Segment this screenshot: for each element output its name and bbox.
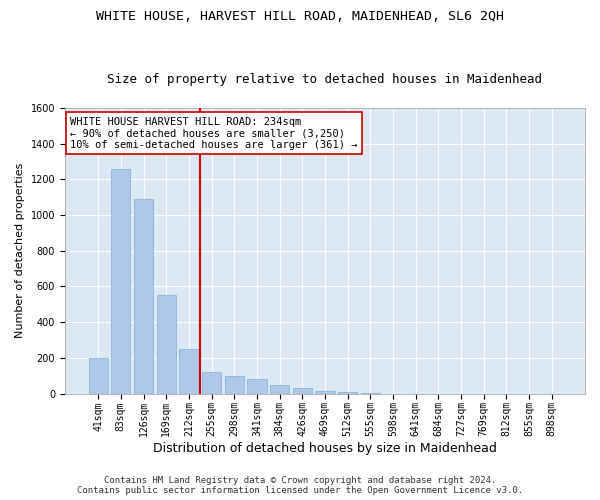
Bar	[202, 372, 221, 394]
Bar	[270, 384, 289, 394]
Bar	[293, 388, 312, 394]
Bar	[89, 358, 108, 394]
Bar	[111, 168, 130, 394]
Text: WHITE HOUSE HARVEST HILL ROAD: 234sqm
← 90% of detached houses are smaller (3,25: WHITE HOUSE HARVEST HILL ROAD: 234sqm ← …	[70, 116, 358, 150]
Bar	[338, 392, 357, 394]
Bar	[157, 296, 176, 394]
Bar	[361, 392, 380, 394]
Y-axis label: Number of detached properties: Number of detached properties	[15, 163, 25, 338]
Bar	[224, 376, 244, 394]
X-axis label: Distribution of detached houses by size in Maidenhead: Distribution of detached houses by size …	[153, 442, 497, 455]
Text: Contains HM Land Registry data © Crown copyright and database right 2024.
Contai: Contains HM Land Registry data © Crown c…	[77, 476, 523, 495]
Bar	[134, 199, 153, 394]
Bar	[179, 349, 199, 394]
Bar	[316, 391, 335, 394]
Title: Size of property relative to detached houses in Maidenhead: Size of property relative to detached ho…	[107, 73, 542, 86]
Text: WHITE HOUSE, HARVEST HILL ROAD, MAIDENHEAD, SL6 2QH: WHITE HOUSE, HARVEST HILL ROAD, MAIDENHE…	[96, 10, 504, 23]
Bar	[247, 380, 266, 394]
